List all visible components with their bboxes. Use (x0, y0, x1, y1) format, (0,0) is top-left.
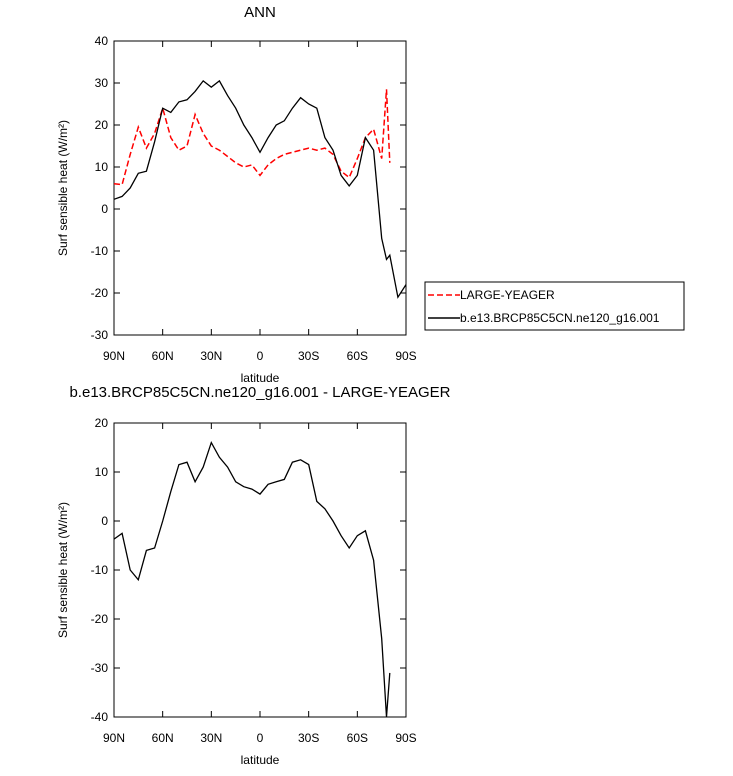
x-axis-label: latitude (241, 753, 280, 767)
y-axis-label: Surf sensible heat (W/m²) (56, 120, 70, 256)
x-tick-label: 30N (200, 731, 222, 745)
y-tick-label: 0 (101, 202, 108, 216)
y-tick-label: -30 (91, 328, 109, 342)
data-line (113, 440, 391, 718)
x-tick-label: 60S (347, 731, 368, 745)
y-tick-label: -10 (91, 244, 109, 258)
y-tick-label: -20 (91, 286, 109, 300)
x-tick-label: 60S (347, 349, 368, 363)
y-tick-label: 20 (95, 416, 109, 430)
y-tick-label: -10 (91, 563, 109, 577)
plot-frame (113, 40, 407, 336)
y-tick-label: 0 (101, 514, 108, 528)
x-tick-label: 90N (103, 349, 125, 363)
x-tick-label: 90S (395, 731, 416, 745)
x-tick-label: 0 (257, 731, 264, 745)
y-tick-label: -30 (91, 661, 109, 675)
legend-box (424, 281, 685, 331)
y-tick-label: 10 (95, 465, 109, 479)
y-tick-label: 40 (95, 34, 109, 48)
chart-title: b.e13.BRCP85C5CN.ne120_g16.001 - LARGE-Y… (69, 384, 450, 401)
x-axis-label: latitude (241, 371, 280, 385)
y-axis-label: Surf sensible heat (W/m²) (56, 502, 70, 638)
y-tick-label: -40 (91, 710, 109, 724)
x-tick-label: 60N (152, 349, 174, 363)
x-tick-label: 30N (200, 349, 222, 363)
chart-title: ANN (244, 4, 276, 21)
legend-label: LARGE-YEAGER (460, 288, 555, 302)
x-tick-label: 0 (257, 349, 264, 363)
legend-label: b.e13.BRCP85C5CN.ne120_g16.001 (460, 311, 660, 325)
y-tick-label: 10 (95, 160, 109, 174)
x-tick-label: 30S (298, 731, 319, 745)
x-tick-label: 60N (152, 731, 174, 745)
data-line (113, 79, 407, 299)
x-tick-label: 90N (103, 731, 125, 745)
x-tick-label: 30S (298, 349, 319, 363)
y-tick-label: 30 (95, 76, 109, 90)
x-tick-label: 90S (395, 349, 416, 363)
plot-frame (113, 422, 407, 718)
y-tick-label: 20 (95, 118, 109, 132)
y-tick-label: -20 (91, 612, 109, 626)
